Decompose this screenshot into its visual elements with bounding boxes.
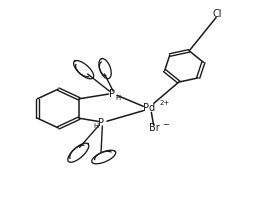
Text: Br: Br: [149, 123, 160, 133]
Text: Pd: Pd: [143, 104, 155, 113]
Text: −: −: [162, 120, 169, 129]
Text: H: H: [116, 95, 121, 101]
Text: P: P: [98, 118, 104, 128]
Text: Cl: Cl: [213, 9, 222, 19]
Text: P: P: [109, 89, 115, 99]
Text: H: H: [94, 123, 99, 129]
Text: 2+: 2+: [160, 100, 170, 106]
